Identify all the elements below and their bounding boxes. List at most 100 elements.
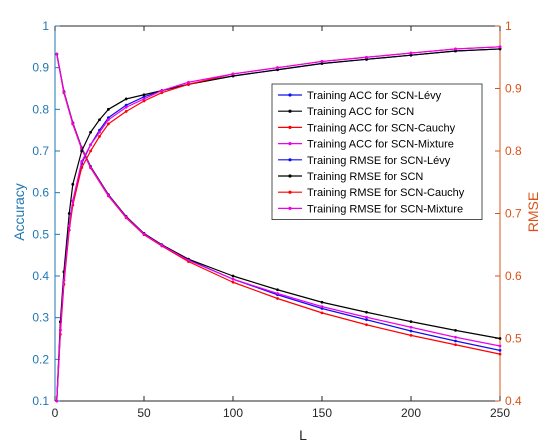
left-y-axis-ticks: 0.1 0.2 0.3 0.4 0.5 0.6 0.7 0.8 0.9 1	[32, 19, 60, 408]
series-point-training-rmse-for-scn-l-vy	[454, 339, 457, 343]
series-point-training-acc-for-scn-cauchy	[142, 99, 146, 103]
series-point-training-acc-for-scn	[231, 74, 235, 78]
x-axis-title: L	[299, 427, 307, 443]
legend-entry-label: Training ACC for SCN-Lévy	[307, 90, 442, 102]
series-point-training-rmse-for-scn-mixture	[454, 335, 457, 339]
series-point-training-rmse-for-scn-mixture	[365, 315, 368, 319]
series-point-training-rmse-for-scn-cauchy	[276, 297, 279, 300]
series-point-training-acc-for-scn	[71, 182, 75, 186]
series-point-training-rmse-for-scn	[231, 274, 235, 278]
series-point-training-rmse-for-scn-mixture	[55, 52, 59, 56]
right-y-tick-label: 0.9	[505, 82, 522, 96]
series-point-training-acc-for-scn-mixture	[98, 130, 101, 134]
x-tick-label: 0	[52, 406, 59, 420]
series-point-training-rmse-for-scn-cauchy	[409, 333, 413, 337]
left-y-tick-label: 0.1	[32, 394, 49, 408]
series-point-training-acc-for-scn-mixture	[55, 399, 59, 403]
series-point-training-rmse-for-scn	[276, 288, 279, 292]
series-point-training-acc-for-scn-mixture	[276, 66, 279, 70]
legend-swatch-marker	[288, 109, 292, 113]
series-point-training-rmse-for-scn-mixture	[71, 122, 75, 125]
legend: Training ACC for SCN-Lévy Training ACC fo…	[271, 83, 483, 221]
series-point-training-rmse-for-scn-mixture	[160, 243, 164, 247]
series-point-training-rmse-for-scn-cauchy	[454, 343, 457, 347]
right-y-tick-label: 0.4	[505, 394, 522, 408]
series-point-training-acc-for-scn-mixture	[365, 55, 368, 59]
series-point-training-rmse-for-scn-cauchy	[320, 311, 324, 315]
series-point-training-acc-for-scn	[276, 68, 279, 72]
right-y-axis-ticks: 0.4 0.5 0.6 0.7 0.8 0.9 1	[495, 19, 522, 408]
series-point-training-acc-for-scn-mixture	[320, 60, 324, 63]
left-y-tick-label: 0.9	[32, 61, 49, 75]
series-point-training-acc-for-scn-mixture	[124, 105, 128, 109]
left-y-tick-label: 0.8	[32, 102, 49, 116]
series-point-training-acc-for-scn	[67, 212, 71, 215]
legend-swatch-marker	[288, 206, 292, 210]
series-point-training-acc-for-scn-cauchy	[124, 110, 128, 113]
series-point-training-acc-for-scn-cauchy	[98, 135, 101, 138]
series-point-training-rmse-for-scn	[365, 310, 368, 314]
legend-swatch-marker	[288, 125, 292, 129]
x-axis-ticks: 0 50 100 150 200 250	[52, 26, 510, 420]
series-point-training-acc-for-scn	[107, 107, 110, 111]
series-point-training-rmse-for-scn-mixture	[107, 193, 110, 197]
series-point-training-acc-for-scn-mixture	[142, 97, 146, 101]
x-tick-label: 150	[312, 406, 332, 420]
series-point-training-rmse-for-scn-l-vy	[365, 318, 368, 322]
series-point-training-rmse-for-scn-mixture	[231, 277, 235, 281]
series-point-training-acc-for-scn-cauchy	[89, 149, 92, 153]
series-point-training-acc-for-scn-mixture	[409, 51, 413, 55]
series-point-training-rmse-for-scn	[498, 337, 502, 340]
series-point-training-acc-for-scn	[142, 93, 146, 97]
legend-swatch-marker	[288, 142, 292, 146]
left-y-tick-label: 0.3	[32, 311, 49, 325]
series-point-training-rmse-for-scn-cauchy	[231, 280, 235, 284]
series-point-training-rmse-for-scn-mixture	[320, 305, 324, 309]
left-y-tick-label: 1	[42, 19, 49, 33]
series-point-training-rmse-for-scn-mixture	[62, 90, 66, 94]
left-y-axis-title: Accuracy	[11, 183, 27, 241]
series-point-training-acc-for-scn-mixture	[231, 72, 235, 76]
legend-swatch-marker	[288, 190, 292, 194]
legend-entry-label: Training RMSE for SCN-Lévy	[307, 155, 451, 167]
series-point-training-acc-for-scn-mixture	[89, 143, 92, 147]
series-point-training-rmse-for-scn-l-vy	[498, 348, 502, 352]
right-y-tick-label: 0.5	[505, 332, 522, 346]
series-point-training-acc-for-scn	[498, 47, 502, 51]
legend-swatch-marker	[288, 174, 292, 178]
series-point-training-acc-for-scn-l-vy	[124, 103, 128, 107]
right-y-axis-title: RMSE	[525, 192, 541, 232]
legend-entry-label: Training ACC for SCN-Mixture	[307, 139, 454, 151]
series-point-training-rmse-for-scn	[409, 320, 413, 324]
right-y-tick-label: 0.7	[505, 207, 522, 221]
legend-entry-label: Training ACC for SCN-Cauchy	[307, 122, 456, 134]
legend-swatch-marker	[288, 158, 292, 162]
series-point-training-acc-for-scn-mixture	[107, 118, 110, 122]
right-y-tick-label: 0.8	[505, 144, 522, 158]
series-point-training-acc-for-scn-l-vy	[107, 116, 110, 120]
series-point-training-acc-for-scn	[409, 53, 413, 57]
series-point-training-rmse-for-scn-mixture	[187, 258, 190, 262]
left-y-tick-label: 0.2	[32, 352, 49, 366]
series-point-training-rmse-for-scn-mixture	[498, 344, 502, 348]
right-y-tick-label: 1	[505, 19, 512, 33]
series-point-training-acc-for-scn	[320, 62, 324, 65]
series-point-training-acc-for-scn-mixture	[187, 80, 190, 84]
series-point-training-acc-for-scn	[80, 149, 84, 153]
legend-entry-label: Training ACC for SCN	[307, 106, 414, 118]
series-point-training-acc-for-scn-mixture	[80, 160, 84, 163]
series-point-training-rmse-for-scn-mixture	[409, 325, 413, 329]
series-point-training-acc-for-scn	[89, 130, 92, 134]
series-point-training-acc-for-scn-cauchy	[160, 91, 164, 95]
legend-entry-label: Training RMSE for SCN-Mixture	[307, 203, 463, 215]
series-point-training-acc-for-scn-mixture	[498, 45, 502, 49]
series-point-training-rmse-for-scn-cauchy	[365, 323, 368, 327]
series-point-training-acc-for-scn-cauchy	[187, 82, 190, 86]
x-tick-label: 50	[137, 406, 151, 420]
left-y-tick-label: 0.4	[32, 269, 49, 283]
series-point-training-rmse-for-scn-l-vy	[409, 329, 413, 333]
series-point-training-acc-for-scn-cauchy	[107, 122, 110, 126]
series-line-training-acc-for-scn-mixture	[56, 46, 501, 402]
